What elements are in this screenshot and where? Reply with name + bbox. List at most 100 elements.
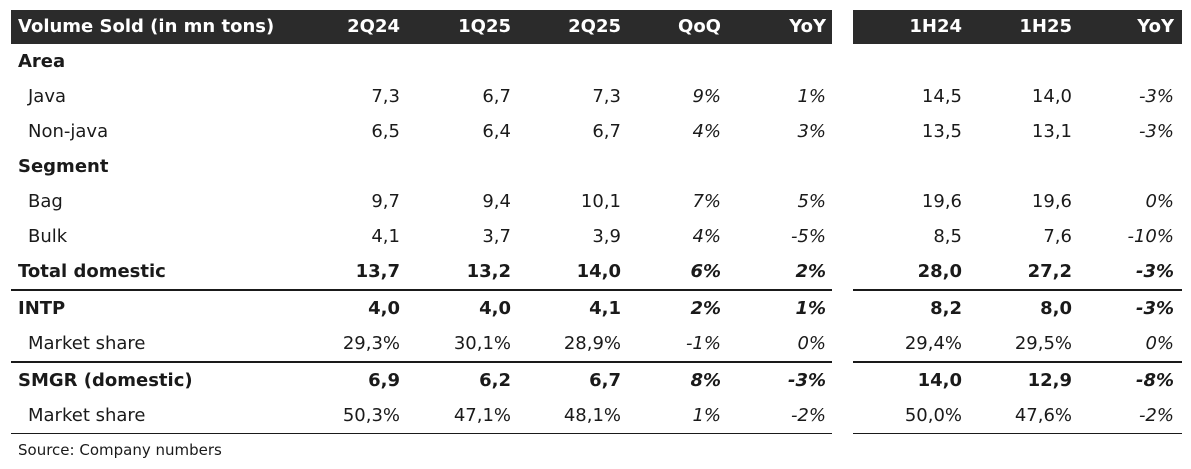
table-row: Non-java 6,5 6,4 6,7 4% 3% — [11, 114, 832, 149]
cell-value: 8% — [690, 370, 721, 391]
cell-value: 0% — [1145, 333, 1174, 354]
volume-table-halfyear: 1H24 1H25 YoY 14,5 14,0 -3% 13,5 13,1 -3% 19,6… — [853, 10, 1182, 434]
cell-value: 47,6% — [1014, 405, 1072, 426]
cell-value: 14,5 — [921, 86, 962, 107]
cell-value: 6,7 — [592, 121, 621, 142]
cell-value: 28,0 — [917, 261, 962, 282]
table-row: 28,0 27,2 -3% — [853, 254, 1182, 291]
cell-value: 13,7 — [355, 261, 400, 282]
cell-value: 8,5 — [933, 226, 962, 247]
cell-value: -3% — [1138, 86, 1174, 107]
cell-value: 8,0 — [1040, 298, 1072, 319]
cell-value: 2% — [795, 261, 826, 282]
cell-value: 6,5 — [371, 121, 400, 142]
cell-value: 7,6 — [1043, 226, 1072, 247]
row-label: Segment — [18, 156, 109, 177]
cell-value: 27,2 — [1027, 261, 1072, 282]
cell-value: 1% — [692, 405, 721, 426]
cell-value: 8,2 — [930, 298, 962, 319]
table-header: 1H24 1H25 YoY — [853, 10, 1182, 44]
cell-value: 50,0% — [904, 405, 962, 426]
cell-value: 50,3% — [342, 405, 400, 426]
cell-value: 2% — [690, 298, 721, 319]
cell-value: 7,3 — [371, 86, 400, 107]
table-row: 29,4% 29,5% 0% — [853, 326, 1182, 363]
cell-value: -10% — [1127, 226, 1174, 247]
table-row: SMGR (domestic) 6,9 6,2 6,7 8% -3% — [11, 363, 832, 398]
table-row: 13,5 13,1 -3% — [853, 114, 1182, 149]
table-row: 8,5 7,6 -10% — [853, 219, 1182, 254]
cell-value: -3% — [1135, 298, 1174, 319]
header-2q25: 2Q25 — [568, 16, 621, 37]
cell-value: 3% — [797, 121, 826, 142]
cell-value: 14,0 — [1031, 86, 1072, 107]
header-label: Volume Sold (in mn tons) — [18, 16, 275, 37]
table-row: 19,6 19,6 0% — [853, 184, 1182, 219]
cell-value: 5% — [797, 191, 826, 212]
source-note: Source: Company numbers — [18, 441, 222, 459]
cell-value: 9% — [692, 86, 721, 107]
row-label: Area — [18, 51, 66, 72]
cell-value: 0% — [1145, 191, 1174, 212]
cell-value: 29,5% — [1014, 333, 1072, 354]
table-row — [853, 149, 1182, 184]
cell-value: 6,9 — [368, 370, 400, 391]
cell-value: 4,0 — [368, 298, 400, 319]
row-label: INTP — [18, 298, 66, 319]
cell-value: 48,1% — [563, 405, 621, 426]
cell-value: 14,0 — [576, 261, 621, 282]
table-row: INTP 4,0 4,0 4,1 2% 1% — [11, 291, 832, 326]
row-label: Market share — [28, 405, 146, 426]
cell-value: 7,3 — [592, 86, 621, 107]
table-row: Market share 50,3% 47,1% 48,1% 1% -2% — [11, 398, 832, 434]
volume-table-quarterly: Volume Sold (in mn tons) 2Q24 1Q25 2Q25 … — [11, 10, 832, 434]
table-row — [853, 44, 1182, 79]
table-row: Bag 9,7 9,4 10,1 7% 5% — [11, 184, 832, 219]
cell-value: 6,4 — [482, 121, 511, 142]
cell-value: 4% — [692, 226, 721, 247]
cell-value: 10,1 — [580, 191, 621, 212]
cell-value: 13,5 — [921, 121, 962, 142]
cell-value: -2% — [1138, 405, 1174, 426]
cell-value: 1% — [795, 298, 826, 319]
cell-value: 9,7 — [371, 191, 400, 212]
cell-value: -3% — [1135, 261, 1174, 282]
table-row: Java 7,3 6,7 7,3 9% 1% — [11, 79, 832, 114]
header-1q25: 1Q25 — [458, 16, 511, 37]
header-qoq: QoQ — [678, 16, 721, 37]
cell-value: 19,6 — [1031, 191, 1072, 212]
cell-value: 29,3% — [342, 333, 400, 354]
cell-value: 14,0 — [917, 370, 962, 391]
header-2q24: 2Q24 — [347, 16, 400, 37]
header-yoy: YoY — [789, 16, 826, 37]
cell-value: 13,1 — [1031, 121, 1072, 142]
cell-value: 4,1 — [589, 298, 621, 319]
header-1h24: 1H24 — [909, 16, 962, 37]
cell-value: 6,7 — [482, 86, 511, 107]
cell-value: 1% — [797, 86, 826, 107]
cell-value: 30,1% — [453, 333, 511, 354]
row-label: Total domestic — [18, 261, 166, 282]
row-label: Market share — [28, 333, 146, 354]
cell-value: 3,7 — [482, 226, 511, 247]
cell-value: 47,1% — [453, 405, 511, 426]
row-label: SMGR (domestic) — [18, 370, 193, 391]
table-row: Area — [11, 44, 832, 79]
cell-value: -3% — [787, 370, 826, 391]
cell-value: -2% — [790, 405, 826, 426]
cell-value: 7% — [692, 191, 721, 212]
header-1h25: 1H25 — [1019, 16, 1072, 37]
cell-value: 19,6 — [921, 191, 962, 212]
cell-value: 3,9 — [592, 226, 621, 247]
table-row: Market share 29,3% 30,1% 28,9% -1% 0% — [11, 326, 832, 363]
cell-value: 4,1 — [371, 226, 400, 247]
row-label: Bag — [28, 191, 63, 212]
row-label: Java — [28, 86, 67, 107]
cell-value: -8% — [1135, 370, 1174, 391]
cell-value: 9,4 — [482, 191, 511, 212]
table-row: Bulk 4,1 3,7 3,9 4% -5% — [11, 219, 832, 254]
table-row: 14,5 14,0 -3% — [853, 79, 1182, 114]
cell-value: -1% — [685, 333, 721, 354]
cell-value: 4,0 — [479, 298, 511, 319]
cell-value: 6% — [690, 261, 721, 282]
